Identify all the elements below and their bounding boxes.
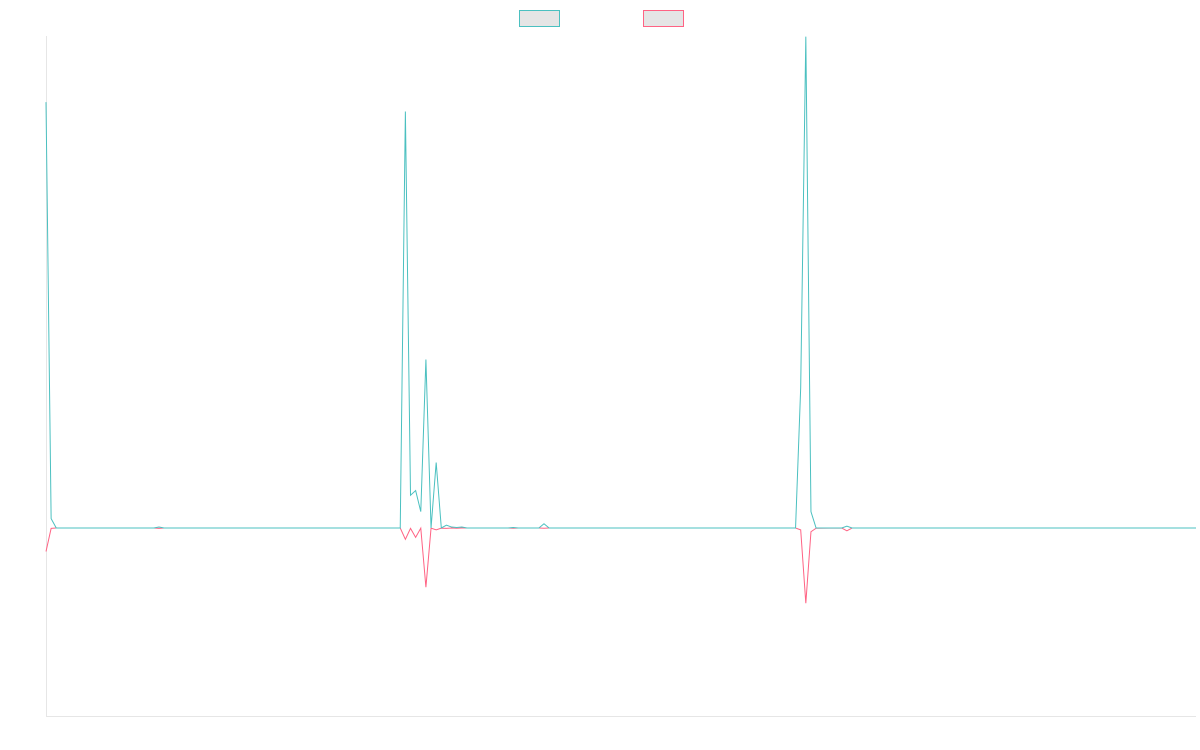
- legend-item-2[interactable]: [643, 10, 684, 27]
- legend-swatch: [519, 10, 560, 27]
- series-line-2: [45, 526, 1196, 604]
- legend-item-1[interactable]: [519, 10, 560, 27]
- series-line-1: [45, 36, 1196, 529]
- chart-legend: [519, 10, 684, 27]
- legend-swatch: [643, 10, 684, 27]
- series-layer: [45, 36, 1196, 604]
